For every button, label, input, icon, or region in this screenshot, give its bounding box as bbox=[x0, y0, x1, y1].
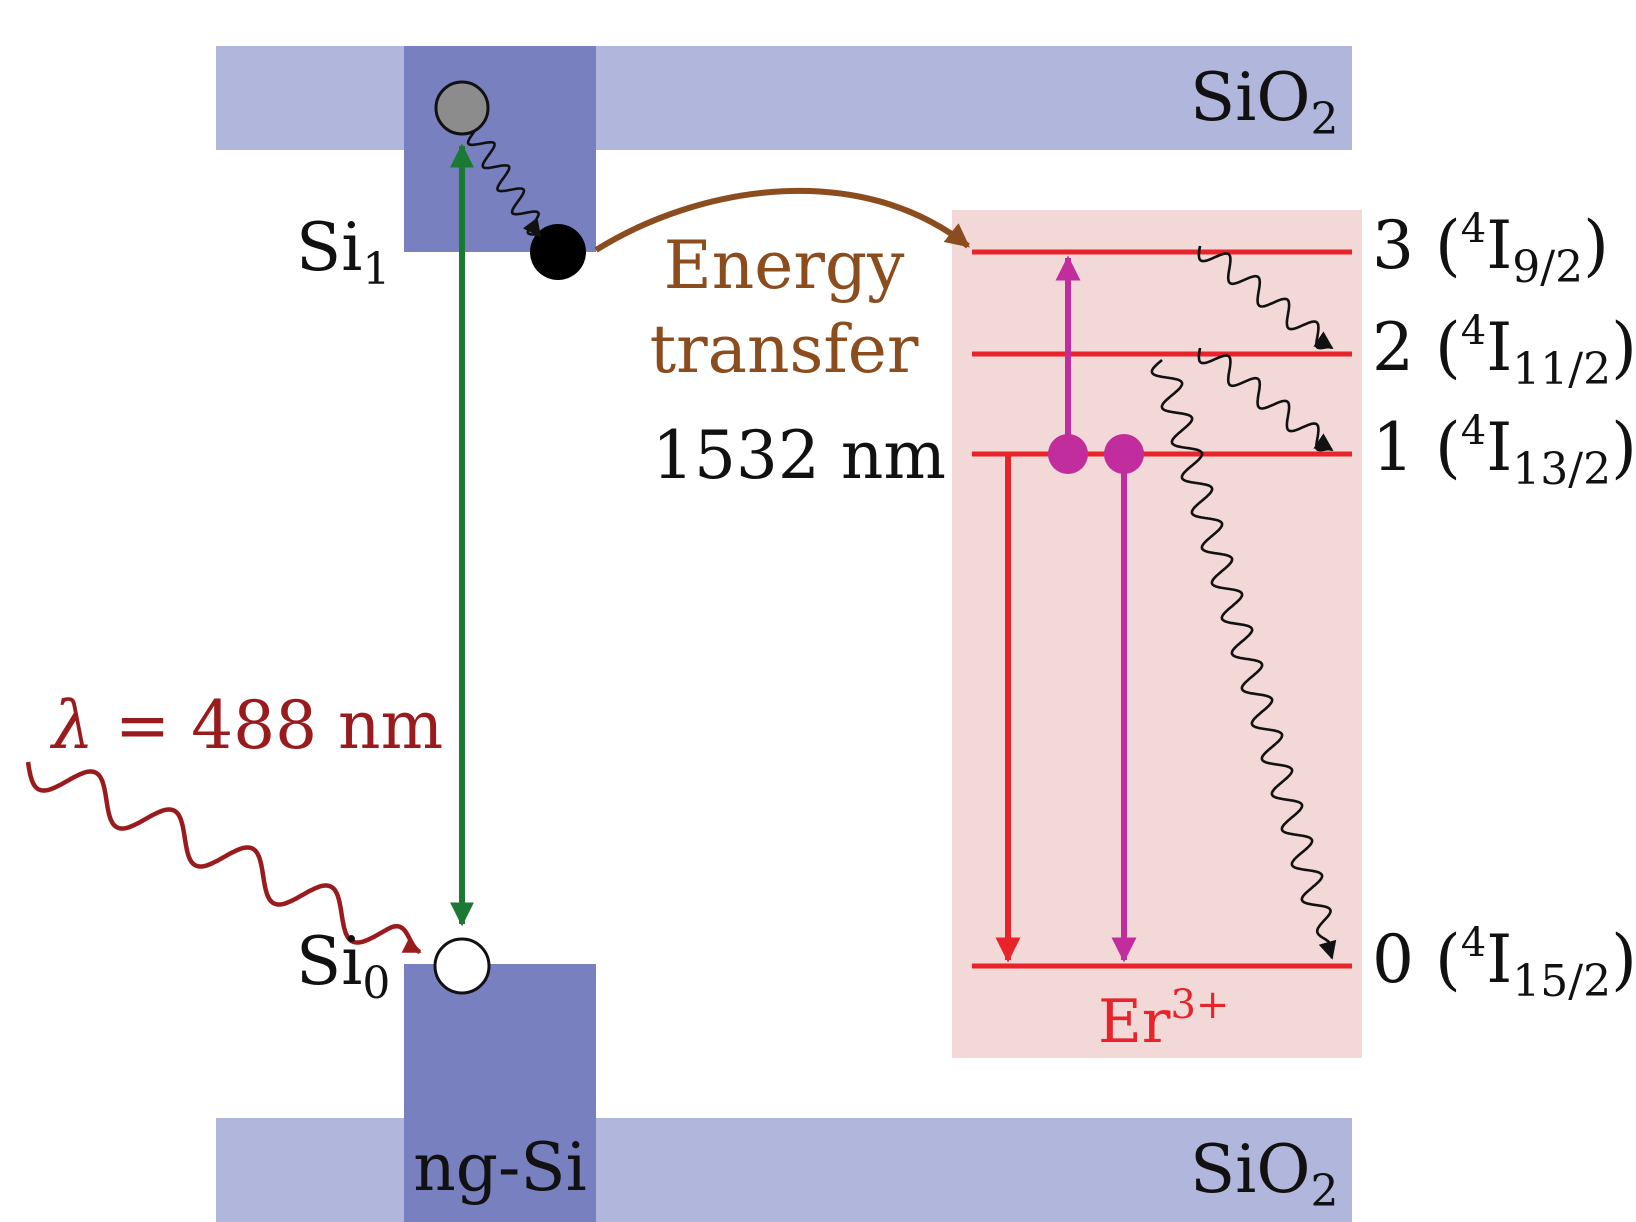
er-wiggle-2-to-1 bbox=[1197, 347, 1334, 452]
er-wiggle-2-to-0 bbox=[1150, 359, 1337, 960]
excitation-wavelength-label: λ = 488 nm bbox=[49, 687, 443, 764]
level-0-label: 0 (4I15/2) bbox=[1372, 920, 1636, 1007]
sio2-top-label: SiO2 bbox=[1190, 59, 1338, 145]
magenta-ion-dot-1 bbox=[1048, 434, 1088, 474]
sio2-bottom-band bbox=[216, 1118, 1352, 1222]
magenta-ion-dot-2 bbox=[1104, 434, 1144, 474]
sio2-top-band bbox=[216, 46, 1352, 150]
si0-label: Si0 bbox=[296, 923, 390, 1009]
energy-transfer-arrow bbox=[594, 187, 970, 253]
ng-si-conduction-block bbox=[404, 46, 596, 252]
level-3-label: 3 (4I9/2) bbox=[1372, 206, 1609, 293]
energy-transfer-label-line2: transfer bbox=[650, 311, 919, 388]
ng-si-label: ng-Si bbox=[413, 1129, 586, 1206]
energy-transfer-label-line1: Energy bbox=[664, 227, 906, 304]
excitation-light-wave bbox=[25, 761, 422, 955]
level-2-label: 2 (4I11/2) bbox=[1372, 308, 1636, 395]
level-1-label: 1 (4I13/2) bbox=[1372, 408, 1636, 495]
ng-si-valence-block bbox=[404, 964, 596, 1222]
sio2-bottom-label: SiO2 bbox=[1190, 1131, 1338, 1217]
er-ion-box bbox=[952, 210, 1362, 1058]
si1-label: Si1 bbox=[296, 209, 390, 295]
hole-white bbox=[433, 937, 491, 995]
excited-electron-gray bbox=[434, 80, 490, 136]
wavelength-1532-label: 1532 nm bbox=[652, 417, 946, 494]
er-wiggle-3-to-2 bbox=[1197, 245, 1334, 350]
er-ion-label: Er3+ bbox=[1098, 982, 1229, 1057]
ngsi-relaxation-wiggle bbox=[466, 131, 542, 238]
relaxed-electron-black bbox=[530, 224, 586, 280]
